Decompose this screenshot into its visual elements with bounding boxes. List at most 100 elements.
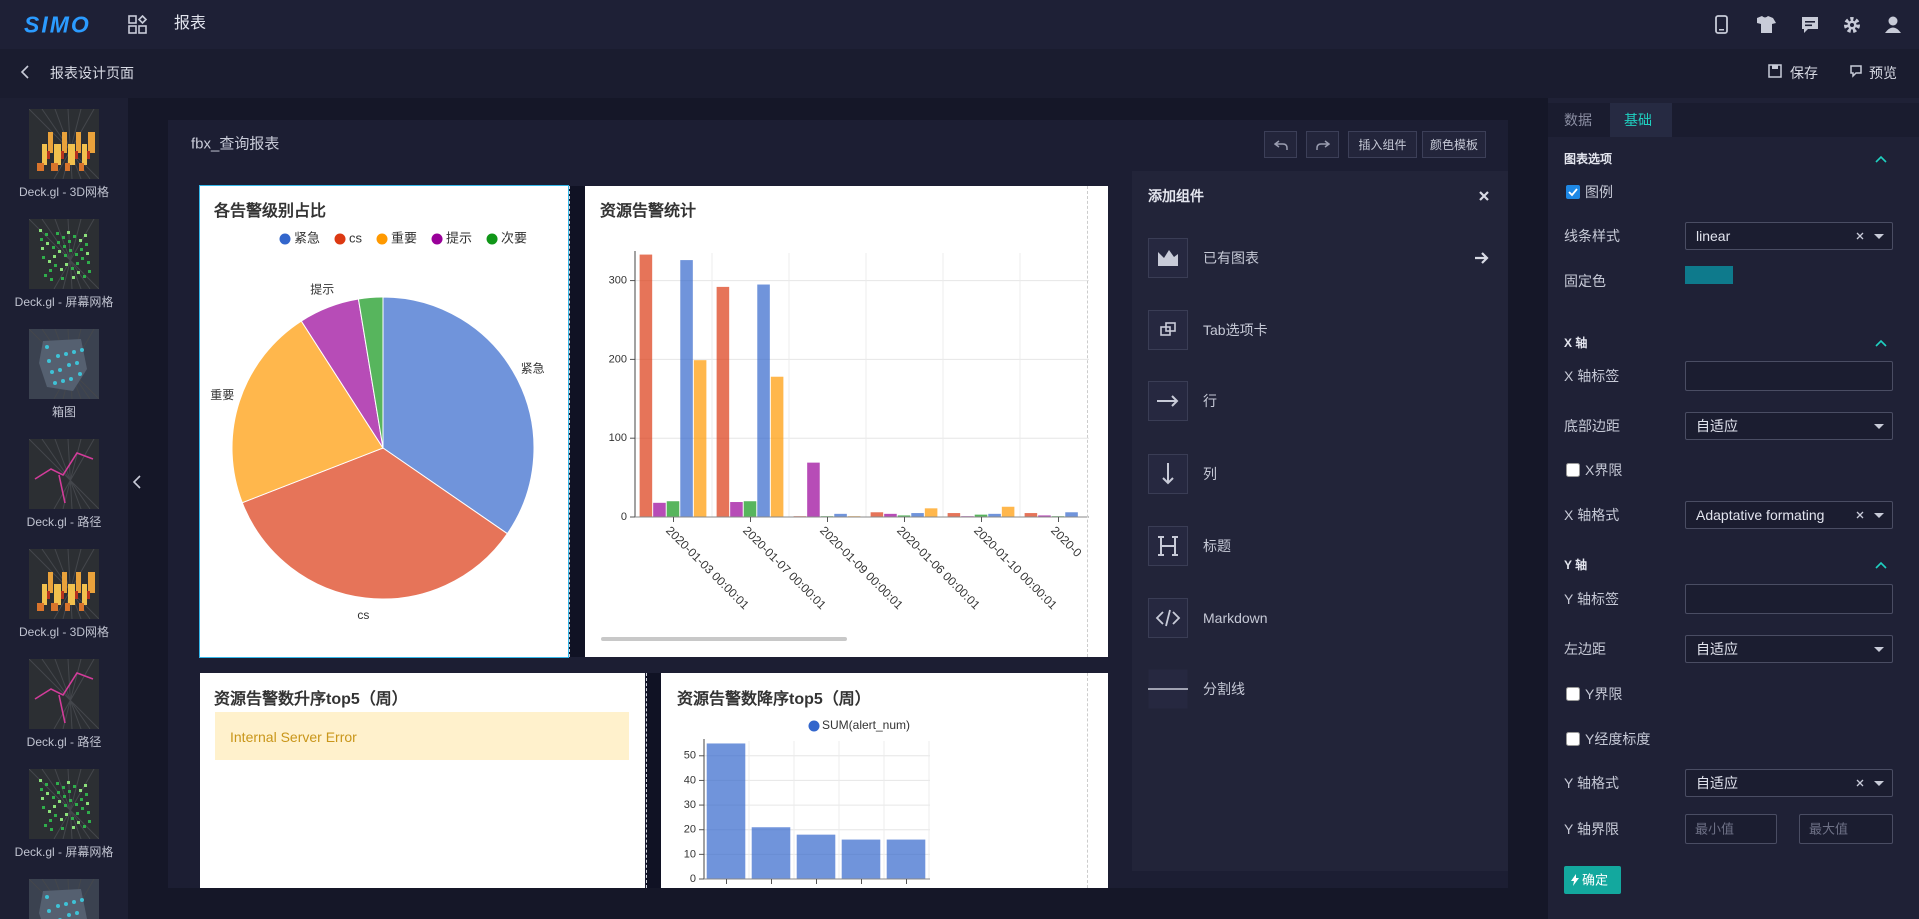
apps-icon[interactable] [128, 15, 148, 35]
select[interactable] [1685, 501, 1893, 529]
dropdown-caret[interactable] [1873, 422, 1885, 430]
thumb-cell [76, 262, 79, 265]
section-title: X 轴 [1564, 336, 1588, 350]
logo[interactable]: SIMO [24, 11, 91, 38]
scrollbar[interactable] [601, 637, 847, 641]
submit-label: 确定 [1582, 872, 1609, 888]
text-input[interactable] [1685, 361, 1893, 391]
y-tick-label: 20 [684, 824, 696, 836]
range-input[interactable] [1799, 814, 1893, 844]
clear-icon[interactable] [1856, 232, 1864, 240]
checkbox[interactable] [1566, 732, 1580, 746]
dropdown-caret[interactable] [1873, 511, 1885, 519]
thumb-dot [72, 350, 76, 354]
component-icon[interactable] [1148, 598, 1188, 638]
add-component-title: 添加组件 [1148, 188, 1204, 204]
thumb-cell [49, 269, 52, 272]
thumb-dot [67, 913, 71, 917]
dropdown-caret[interactable] [1873, 779, 1885, 787]
thumb-cell [60, 268, 63, 271]
bar [653, 502, 666, 517]
legend-label: 提示 [446, 230, 472, 245]
collapse-caret[interactable] [1875, 561, 1887, 569]
component-icon[interactable] [1148, 310, 1188, 350]
close-icon[interactable] [1478, 190, 1490, 202]
insert-component-button[interactable]: 插入组件 [1348, 131, 1417, 158]
color-swatch[interactable] [1685, 266, 1733, 284]
thumb-cell [45, 783, 48, 786]
icon [1157, 395, 1179, 407]
select[interactable] [1685, 769, 1893, 797]
back-icon[interactable] [18, 64, 32, 80]
preview-button[interactable]: 预览 [1869, 65, 1897, 81]
bar [693, 360, 707, 517]
component-label[interactable]: 已有图表 [1203, 250, 1259, 266]
thumb-cell [67, 781, 70, 784]
select-value: linear [1696, 228, 1731, 244]
clear-icon[interactable] [1856, 511, 1864, 519]
component-icon[interactable] [1148, 669, 1188, 709]
arrow-icon[interactable] [1474, 250, 1490, 266]
active-tab-bg [1610, 103, 1672, 137]
bar-panel[interactable] [585, 186, 1108, 657]
select-value: 自适应 [1696, 775, 1738, 791]
thumb-dot [72, 900, 76, 904]
collapse-icon[interactable] [131, 474, 143, 490]
bar [911, 513, 924, 517]
check [1568, 188, 1578, 197]
bar [666, 501, 680, 517]
component-label[interactable]: 分割线 [1203, 681, 1245, 697]
checkbox[interactable] [1566, 463, 1580, 477]
thumbnail[interactable] [29, 549, 99, 619]
thumbnail[interactable] [29, 439, 99, 509]
thumb-cell [64, 804, 67, 807]
y-tick-label: 200 [609, 353, 627, 365]
select[interactable] [1685, 635, 1893, 663]
checkbox[interactable] [1566, 687, 1580, 701]
checkbox[interactable] [1566, 185, 1580, 199]
thumb-dot [80, 898, 84, 902]
component-icon[interactable] [1148, 238, 1188, 278]
component-icon[interactable] [1148, 454, 1188, 494]
thumb-dot [64, 352, 68, 356]
thumbnail[interactable] [29, 769, 99, 839]
header-icons[interactable] [1710, 13, 1910, 37]
x-tick-label: 2020-01-06 00:00:01 [894, 523, 983, 612]
thumbnail[interactable] [29, 329, 99, 399]
thumbnail[interactable] [29, 659, 99, 729]
text-input[interactable] [1685, 584, 1893, 614]
tab[interactable]: 数据 [1564, 112, 1592, 128]
collapse-caret[interactable] [1875, 339, 1887, 347]
select[interactable] [1685, 412, 1893, 440]
tab-strip [1548, 103, 1919, 137]
component-label[interactable]: Markdown [1203, 610, 1268, 626]
thumb-cell [81, 807, 84, 810]
thumbnail[interactable] [29, 109, 99, 179]
component-label[interactable]: 行 [1203, 393, 1217, 409]
component-label[interactable]: Tab选项卡 [1203, 322, 1268, 338]
thumb-bar [70, 584, 75, 605]
component-label[interactable]: 列 [1203, 466, 1217, 482]
dropdown-caret[interactable] [1873, 645, 1885, 653]
thumbnail[interactable] [29, 879, 99, 919]
clear-icon[interactable] [1856, 779, 1864, 787]
tab[interactable]: 基础 [1624, 112, 1652, 128]
preview-icon[interactable] [1849, 64, 1863, 78]
select[interactable] [1685, 222, 1893, 250]
collapse-caret[interactable] [1875, 155, 1887, 163]
dropdown-caret[interactable] [1873, 232, 1885, 240]
save-icon[interactable] [1768, 64, 1782, 78]
redo-button[interactable] [1306, 131, 1339, 158]
save-button[interactable]: 保存 [1790, 65, 1818, 81]
component-icon[interactable] [1148, 526, 1188, 566]
undo-button[interactable] [1264, 131, 1297, 158]
panel-edge [1087, 673, 1088, 888]
range-input[interactable] [1685, 814, 1777, 844]
component-label[interactable]: 标题 [1203, 538, 1231, 554]
placeholder: 最小值 [1695, 821, 1735, 837]
component-icon[interactable] [1148, 381, 1188, 421]
error-panel[interactable] [200, 673, 645, 888]
thumbnail[interactable] [29, 219, 99, 289]
color-template-button[interactable]: 颜色模板 [1422, 131, 1486, 158]
section-title: 图表选项 [1564, 152, 1613, 166]
